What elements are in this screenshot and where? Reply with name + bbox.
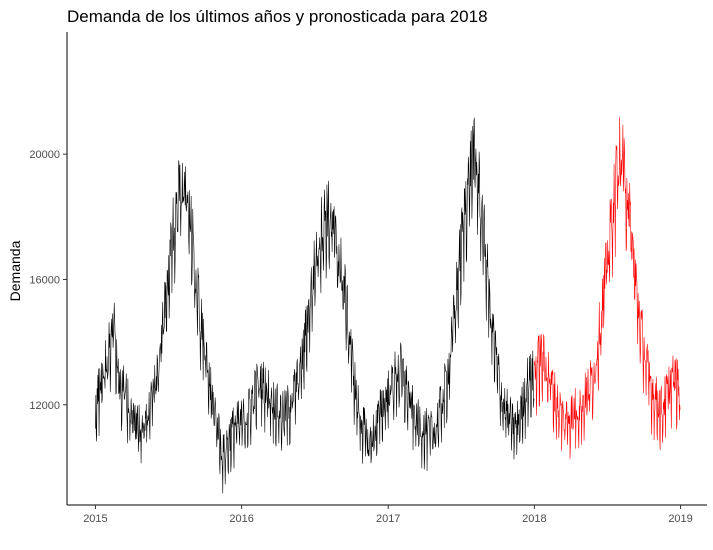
y-tick-label: 20000 — [29, 149, 60, 161]
x-tick-label: 2018 — [522, 513, 546, 525]
x-tick-label: 2017 — [376, 513, 400, 525]
series-layer — [95, 116, 681, 494]
x-tick-label: 2015 — [83, 513, 107, 525]
series-line-2 — [534, 116, 681, 459]
chart-title: Demanda de los últimos años y pronostica… — [67, 7, 488, 26]
x-ticks: 2015 2016 2017 2018 2019 — [83, 505, 693, 525]
y-axis-title: Demanda — [7, 240, 23, 301]
y-ticks: 12000 16000 20000 — [29, 149, 67, 412]
y-tick-label: 12000 — [29, 400, 60, 412]
series-line-1 — [95, 117, 535, 494]
x-tick-label: 2019 — [668, 513, 692, 525]
x-tick-label: 2016 — [229, 513, 253, 525]
y-tick-label: 16000 — [29, 274, 60, 286]
